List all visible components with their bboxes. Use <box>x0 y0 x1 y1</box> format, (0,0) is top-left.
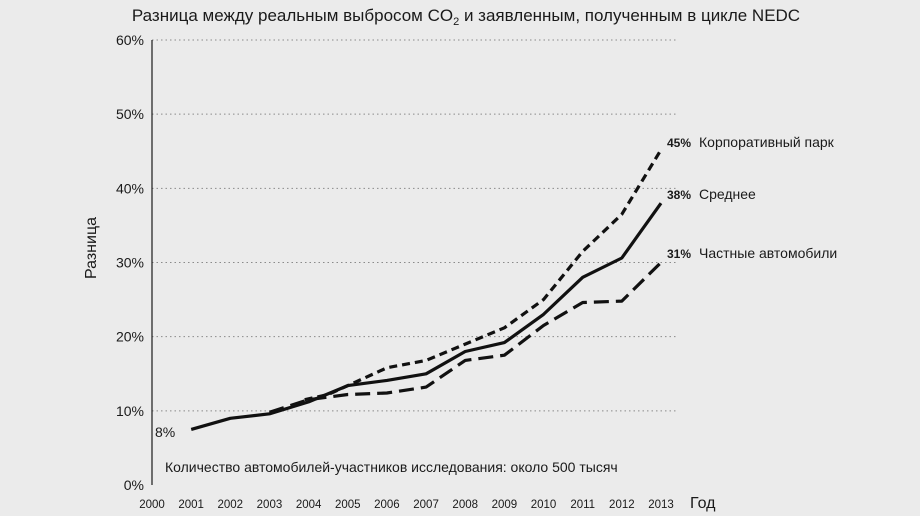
chart-title-subscript: 2 <box>453 16 459 28</box>
series-line <box>304 148 663 402</box>
series-name-label: Корпоративный парк <box>699 134 835 150</box>
series-line <box>190 202 663 431</box>
x-tick-label: 2004 <box>296 499 322 511</box>
series-name-label: Частные автомобили <box>699 245 837 261</box>
x-tick-label: 2007 <box>413 499 439 511</box>
y-tick-labels: 0% 10% 20% 30% 40% 50% 60% <box>116 32 144 493</box>
x-tick-label: 2005 <box>335 499 361 511</box>
series-lines <box>190 148 663 431</box>
x-tick-label: 2009 <box>492 499 518 511</box>
series-line <box>269 261 663 414</box>
x-tick-label: 2006 <box>374 499 400 511</box>
end-value-label: 45% <box>667 136 691 150</box>
y-tick-label: 60% <box>116 32 144 48</box>
y-tick-label: 10% <box>116 403 144 419</box>
x-tick-label: 2000 <box>139 499 165 511</box>
x-tick-label: 2012 <box>609 499 635 511</box>
x-tick-label: 2010 <box>531 499 557 511</box>
chart-title: Разница между реальным выбросом CO2 и за… <box>132 6 800 28</box>
end-value-label: 31% <box>667 247 691 261</box>
start-value-label: 8% <box>155 424 175 440</box>
y-tick-label: 20% <box>116 329 144 345</box>
y-tick-label: 40% <box>116 180 144 196</box>
x-tick-label: 2011 <box>570 499 595 511</box>
sample-size-note: Количество автомобилей-участников исслед… <box>165 459 618 475</box>
y-tick-label: 50% <box>116 106 144 122</box>
grid-lines <box>152 39 678 412</box>
x-axis-label: Год <box>690 495 716 512</box>
end-labels: 45% Корпоративный парк 38% Среднее 31% Частны… <box>667 134 837 261</box>
y-tick-label: 0% <box>124 477 144 493</box>
x-tick-label: 2001 <box>178 499 204 511</box>
x-tick-label: 2008 <box>452 499 478 511</box>
series-name-label: Среднее <box>699 186 756 202</box>
y-tick-label: 30% <box>116 255 144 271</box>
x-tick-label: 2013 <box>648 499 674 511</box>
x-tick-label: 2003 <box>257 499 283 511</box>
x-tick-labels: 2000 2001 2002 2003 2004 2005 2006 2007 2008 2009… <box>139 499 674 511</box>
x-tick-label: 2002 <box>218 499 244 511</box>
y-axis-label: Разница <box>83 217 100 279</box>
end-value-label: 38% <box>667 188 691 202</box>
